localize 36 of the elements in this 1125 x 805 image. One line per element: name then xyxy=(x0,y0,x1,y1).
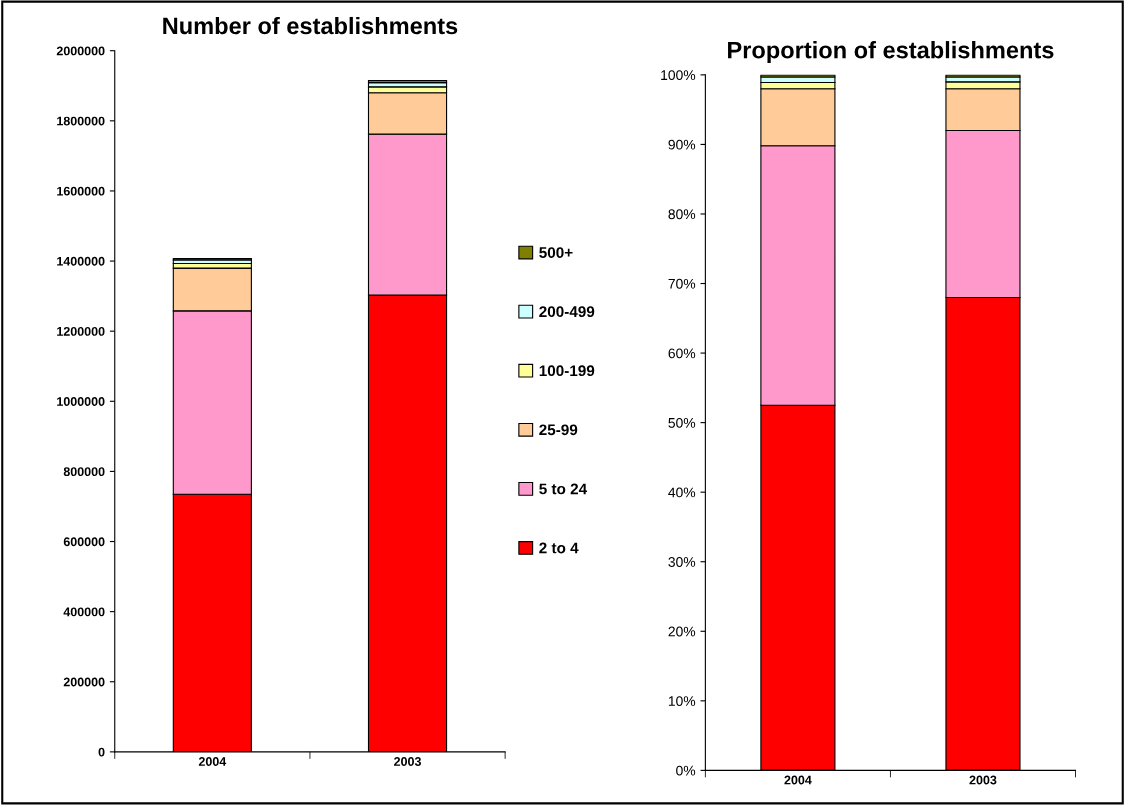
y-tick-label: 60% xyxy=(668,348,696,359)
x-tick-label: 2004 xyxy=(198,757,227,766)
legend-label: 25-99 xyxy=(539,424,578,436)
y-tick-label: 90% xyxy=(668,139,696,150)
legend-label: 5 to 24 xyxy=(539,483,588,495)
chart-title: Proportion of establishments xyxy=(728,41,1054,64)
y-tick-label: 800000 xyxy=(63,467,105,477)
legend-label: 500+ xyxy=(539,247,573,258)
legend-label: 100-199 xyxy=(539,365,595,377)
y-tick-label: 50% xyxy=(668,417,696,428)
y-tick-label: 100% xyxy=(661,70,696,81)
y-tick-label: 1200000 xyxy=(57,326,105,336)
bar xyxy=(367,79,448,84)
y-tick-label: 80% xyxy=(668,209,696,220)
bar xyxy=(945,74,1021,78)
y-tick-label: 600000 xyxy=(63,537,105,547)
y-tick-label: 10% xyxy=(668,696,696,706)
y-tick-label: 400000 xyxy=(63,607,105,617)
y-tick-label: 0 xyxy=(98,747,105,757)
x-tick-label: 2003 xyxy=(394,757,421,766)
y-tick-label: 70% xyxy=(668,278,696,289)
x-tick-label: 2004 xyxy=(784,775,812,785)
y-tick-label: 0% xyxy=(676,765,696,776)
y-tick-label: 1400000 xyxy=(57,256,105,266)
x-tick-label: 2003 xyxy=(969,775,997,785)
y-tick-label: 1800000 xyxy=(57,116,105,126)
y-tick-label: 30% xyxy=(668,557,696,567)
y-tick-label: 1000000 xyxy=(57,397,105,406)
y-tick-label: 200000 xyxy=(63,677,105,687)
legend-label: 200-499 xyxy=(539,306,595,318)
y-tick-label: 1600000 xyxy=(57,186,105,196)
y-tick-label: 2000000 xyxy=(56,46,105,56)
y-tick-label: 40% xyxy=(668,487,696,498)
y-tick-label: 20% xyxy=(668,626,696,637)
legend-label: 2 to 4 xyxy=(539,542,579,554)
chart-title: Number of establishments xyxy=(163,16,458,35)
